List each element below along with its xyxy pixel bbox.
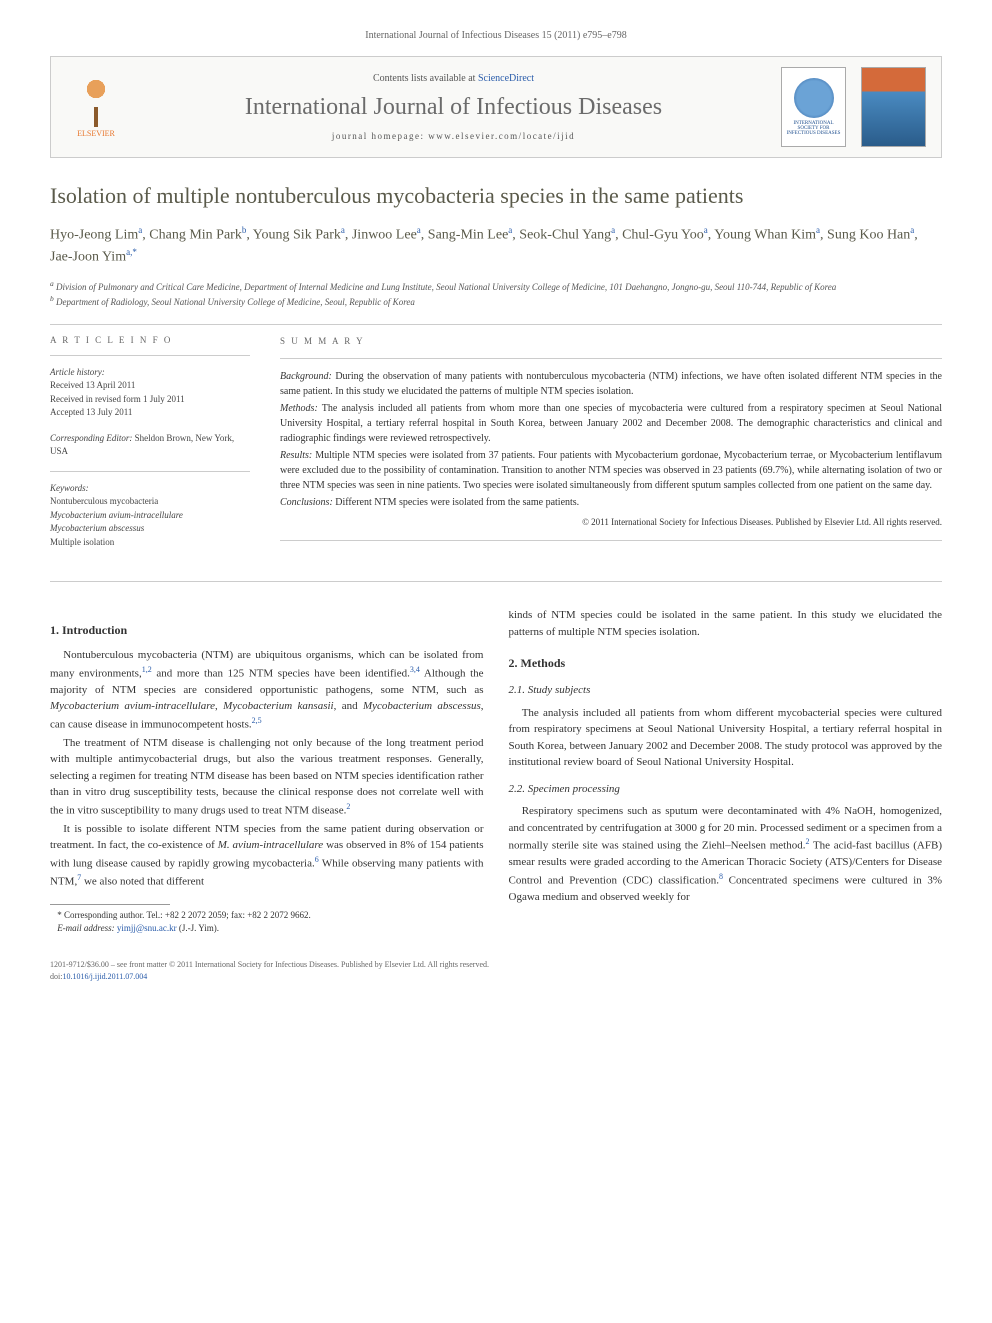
masthead-center: Contents lists available at ScienceDirec… <box>141 73 766 141</box>
received-date: Received 13 April 2011 <box>50 379 250 393</box>
email-attribution: (J.-J. Yim). <box>179 923 219 933</box>
summary-abstract: S U M M A R Y Background: During the obs… <box>280 335 942 562</box>
body-paragraph: The treatment of NTM disease is challeng… <box>50 735 484 819</box>
publisher-name: ELSEVIER <box>77 129 115 138</box>
keyword-item: Mycobacterium avium-intracellulare <box>50 509 250 523</box>
journal-name: International Journal of Infectious Dise… <box>141 94 766 121</box>
keywords-block: Keywords: Nontuberculous mycobacteria My… <box>50 482 250 550</box>
conclusions-text: Different NTM species were isolated from… <box>335 497 579 508</box>
email-label: E-mail address: <box>57 923 114 933</box>
elsevier-logo: ELSEVIER <box>66 72 126 142</box>
specimen-processing-heading: 2.2. Specimen processing <box>509 781 943 798</box>
results-text: Multiple NTM species were isolated from … <box>280 450 942 491</box>
elsevier-tree-icon <box>71 77 121 127</box>
summary-heading: S U M M A R Y <box>280 335 942 349</box>
revised-date: Received in revised form 1 July 2011 <box>50 393 250 407</box>
society-logo: INTERNATIONAL SOCIETY FOR INFECTIOUS DIS… <box>781 67 846 147</box>
keywords-label: Keywords: <box>50 482 250 496</box>
introduction-heading: 1. Introduction <box>50 621 484 639</box>
study-subjects-heading: 2.1. Study subjects <box>509 682 943 699</box>
body-paragraph: It is possible to isolate different NTM … <box>50 821 484 890</box>
contents-prefix: Contents lists available at <box>373 73 478 84</box>
article-info-heading: A R T I C L E I N F O <box>50 335 250 345</box>
footer-copyright: 1201-9712/$36.00 – see front matter © 20… <box>50 959 942 970</box>
background-label: Background: <box>280 371 332 382</box>
globe-icon <box>794 78 834 118</box>
corr-editor-label: Corresponding Editor: <box>50 433 132 443</box>
divider <box>50 324 942 325</box>
accepted-date: Accepted 13 July 2011 <box>50 406 250 420</box>
journal-cover-thumbnail <box>861 67 926 147</box>
article-history: Article history: Received 13 April 2011 … <box>50 366 250 420</box>
contents-available: Contents lists available at ScienceDirec… <box>141 73 766 84</box>
keyword-item: Multiple isolation <box>50 536 250 550</box>
corr-email-link[interactable]: yimjj@snu.ac.kr <box>117 923 177 933</box>
author-list: Hyo-Jeong Lima, Chang Min Parkb, Young S… <box>50 224 942 267</box>
body-paragraph: The analysis included all patients from … <box>509 705 943 771</box>
conclusions-label: Conclusions: <box>280 497 333 508</box>
sciencedirect-link[interactable]: ScienceDirect <box>478 73 534 84</box>
keyword-item: Nontuberculous mycobacteria <box>50 495 250 509</box>
journal-homepage: journal homepage: www.elsevier.com/locat… <box>141 131 766 141</box>
abstract-copyright: © 2011 International Society for Infecti… <box>280 516 942 530</box>
background-text: During the observation of many patients … <box>280 371 942 397</box>
affiliation-a: a Division of Pulmonary and Critical Car… <box>50 279 942 294</box>
article-title: Isolation of multiple nontuberculous myc… <box>50 183 942 209</box>
corresponding-author-footnote: * Corresponding author. Tel.: +82 2 2072… <box>50 909 484 934</box>
corresponding-editor: Corresponding Editor: Sheldon Brown, New… <box>50 432 250 459</box>
affiliation-b: b Department of Radiology, Seoul Nationa… <box>50 294 942 309</box>
body-paragraph: kinds of NTM species could be isolated i… <box>509 607 943 640</box>
doi-link[interactable]: 10.1016/j.ijid.2011.07.004 <box>62 972 147 981</box>
methods-heading: 2. Methods <box>509 654 943 672</box>
page-footer: 1201-9712/$36.00 – see front matter © 20… <box>50 959 942 981</box>
methods-label: Methods: <box>280 403 318 414</box>
history-label: Article history: <box>50 366 250 380</box>
doi-label: doi: <box>50 972 62 981</box>
society-name: INTERNATIONAL SOCIETY FOR INFECTIOUS DIS… <box>784 121 843 136</box>
running-header: International Journal of Infectious Dise… <box>50 30 942 41</box>
keyword-item: Mycobacterium abscessus <box>50 522 250 536</box>
affiliations: a Division of Pulmonary and Critical Car… <box>50 279 942 308</box>
results-label: Results: <box>280 450 312 461</box>
corr-author-contact: * Corresponding author. Tel.: +82 2 2072… <box>50 909 484 922</box>
footnote-separator <box>50 904 170 905</box>
article-body: 1. Introduction Nontuberculous mycobacte… <box>50 607 942 934</box>
article-info-sidebar: A R T I C L E I N F O Article history: R… <box>50 335 250 562</box>
journal-masthead: ELSEVIER Contents lists available at Sci… <box>50 56 942 158</box>
divider <box>50 581 942 582</box>
body-paragraph: Respiratory specimens such as sputum wer… <box>509 803 943 905</box>
body-paragraph: Nontuberculous mycobacteria (NTM) are ub… <box>50 647 484 733</box>
methods-text: The analysis included all patients from … <box>280 403 942 444</box>
